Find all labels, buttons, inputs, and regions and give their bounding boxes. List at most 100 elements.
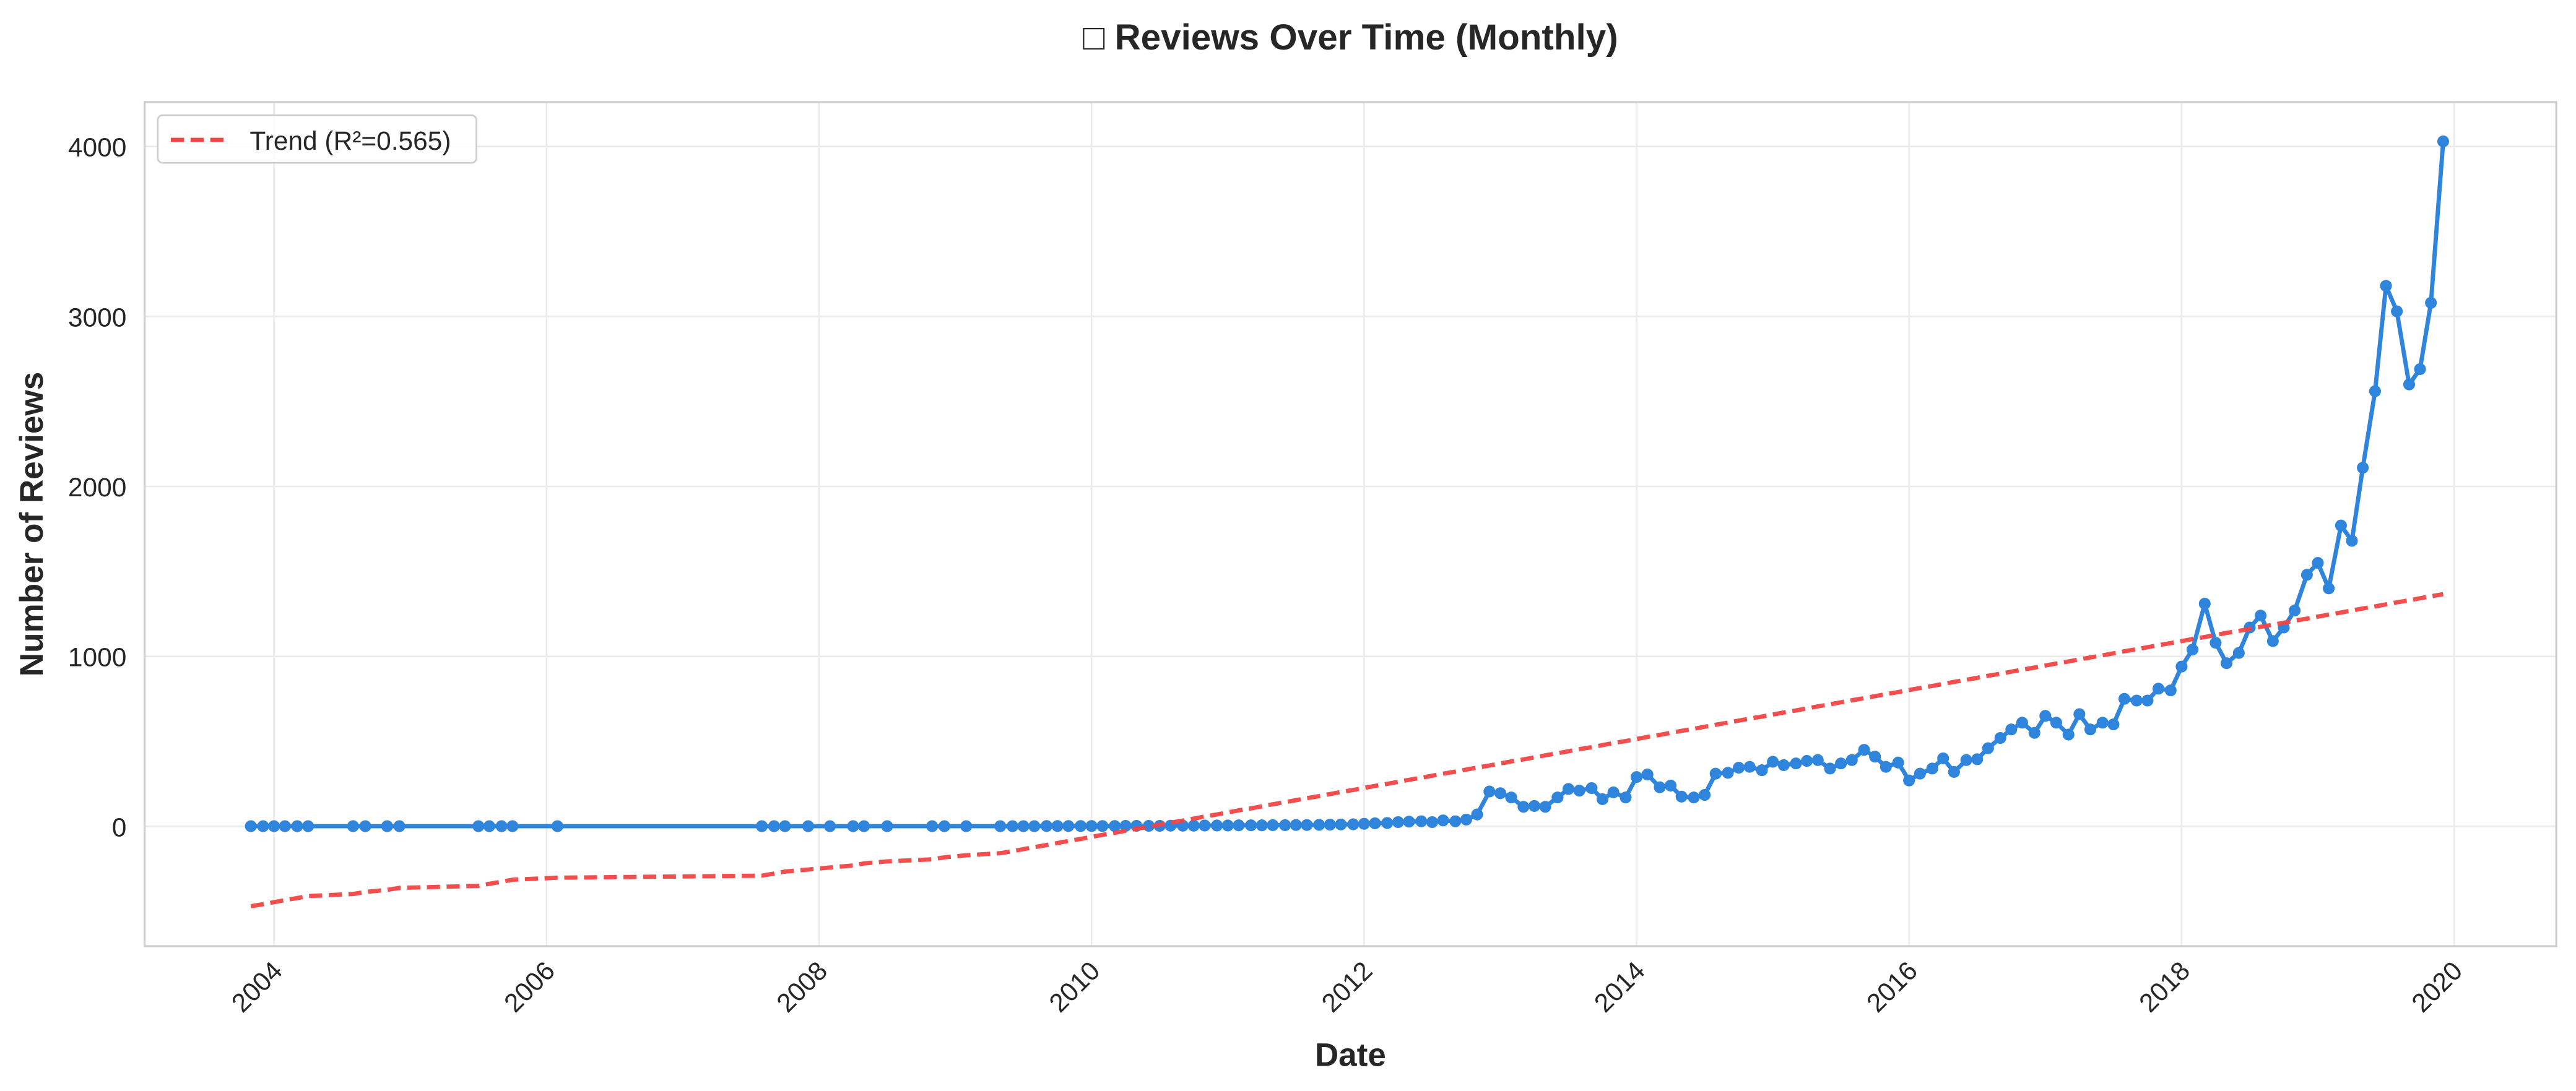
data-point — [1313, 819, 1325, 831]
data-point — [802, 820, 814, 832]
data-point — [1528, 800, 1541, 812]
data-point — [1415, 815, 1428, 827]
data-point — [1301, 819, 1313, 831]
data-point — [779, 820, 791, 832]
data-point — [1767, 756, 1779, 768]
data-point — [1403, 816, 1415, 828]
data-point — [2289, 604, 2301, 617]
y-tick-label: 3000 — [68, 303, 126, 332]
legend: Trend (R²=0.565) — [157, 114, 477, 164]
data-point — [1471, 808, 1483, 821]
data-point — [1790, 757, 1802, 770]
data-point — [1051, 820, 1064, 832]
data-point — [1245, 819, 1257, 832]
data-point — [472, 820, 485, 832]
data-point — [347, 820, 359, 832]
data-point — [1824, 762, 1836, 775]
data-point — [824, 820, 836, 832]
data-point — [2186, 644, 2199, 656]
data-point — [847, 820, 859, 832]
data-point — [1267, 819, 1279, 831]
data-point — [1392, 816, 1404, 829]
data-point — [2380, 280, 2392, 292]
plot-area — [245, 135, 2450, 908]
data-point — [938, 820, 951, 832]
data-point — [1335, 818, 1347, 830]
data-point — [2107, 718, 2120, 731]
data-point — [1722, 767, 1734, 779]
data-point — [755, 820, 768, 832]
data-point — [1709, 767, 1722, 780]
data-point — [1381, 817, 1394, 829]
chart-title: □ Reviews Over Time (Monthly) — [1083, 17, 1618, 58]
data-point — [1494, 787, 1506, 800]
data-point — [1255, 819, 1268, 832]
data-point — [1743, 761, 1756, 773]
data-point — [1505, 791, 1517, 804]
data-point — [1926, 762, 1938, 775]
data-point — [1109, 820, 1121, 832]
data-point — [2255, 610, 2267, 622]
data-point — [1665, 779, 1677, 791]
data-point — [1279, 819, 1291, 831]
data-point — [2391, 305, 2403, 317]
data-point — [1869, 751, 1881, 763]
trend-line — [250, 592, 2444, 908]
x-axis-label: Date — [1315, 1037, 1386, 1074]
data-point — [1062, 820, 1075, 832]
data-point — [1551, 791, 1564, 804]
data-point — [1641, 769, 1654, 781]
data-point — [257, 820, 269, 832]
data-point — [1654, 781, 1666, 793]
data-point — [1699, 788, 1711, 801]
data-point — [1347, 818, 1360, 830]
data-point — [1006, 820, 1019, 832]
data-point — [2039, 710, 2052, 722]
data-point — [2028, 727, 2040, 739]
data-point — [1777, 759, 1790, 772]
data-point — [2096, 717, 2109, 729]
y-tick-label: 4000 — [68, 133, 126, 162]
data-point — [2312, 557, 2324, 569]
data-point — [1994, 731, 2006, 744]
data-point — [1914, 767, 1926, 780]
data-point — [1449, 815, 1462, 827]
y-tick-label: 0 — [112, 813, 127, 842]
data-point — [926, 820, 939, 832]
data-point — [1517, 801, 1530, 813]
y-tick-label: 2000 — [68, 473, 126, 502]
data-point — [1539, 801, 1551, 813]
data-point — [881, 820, 893, 832]
data-point — [2301, 569, 2313, 581]
data-point — [551, 820, 563, 832]
data-point — [279, 820, 291, 832]
data-point — [1880, 761, 1892, 773]
data-point — [1585, 782, 1598, 795]
data-point — [506, 820, 519, 832]
data-point — [2437, 135, 2450, 148]
data-point — [2369, 385, 2381, 397]
data-point — [1845, 754, 1858, 766]
data-point — [245, 820, 257, 832]
data-point — [2220, 657, 2233, 670]
data-point — [2050, 717, 2062, 729]
data-point — [1596, 793, 1609, 805]
data-point — [768, 820, 780, 832]
data-point — [1801, 755, 1813, 767]
data-point — [1119, 819, 1132, 832]
data-point — [1460, 813, 1472, 826]
data-point — [2152, 683, 2165, 695]
legend-box — [157, 114, 477, 164]
data-point — [960, 820, 973, 832]
data-point — [1688, 791, 1700, 804]
data-point — [1143, 819, 1155, 832]
data-point — [1324, 819, 1336, 831]
data-point — [1426, 816, 1438, 829]
data-point — [2118, 692, 2131, 705]
data-point — [2073, 708, 2086, 720]
data-point — [1960, 754, 1972, 766]
data-point — [1290, 819, 1302, 831]
data-point — [381, 820, 393, 832]
data-point — [1733, 762, 1745, 774]
